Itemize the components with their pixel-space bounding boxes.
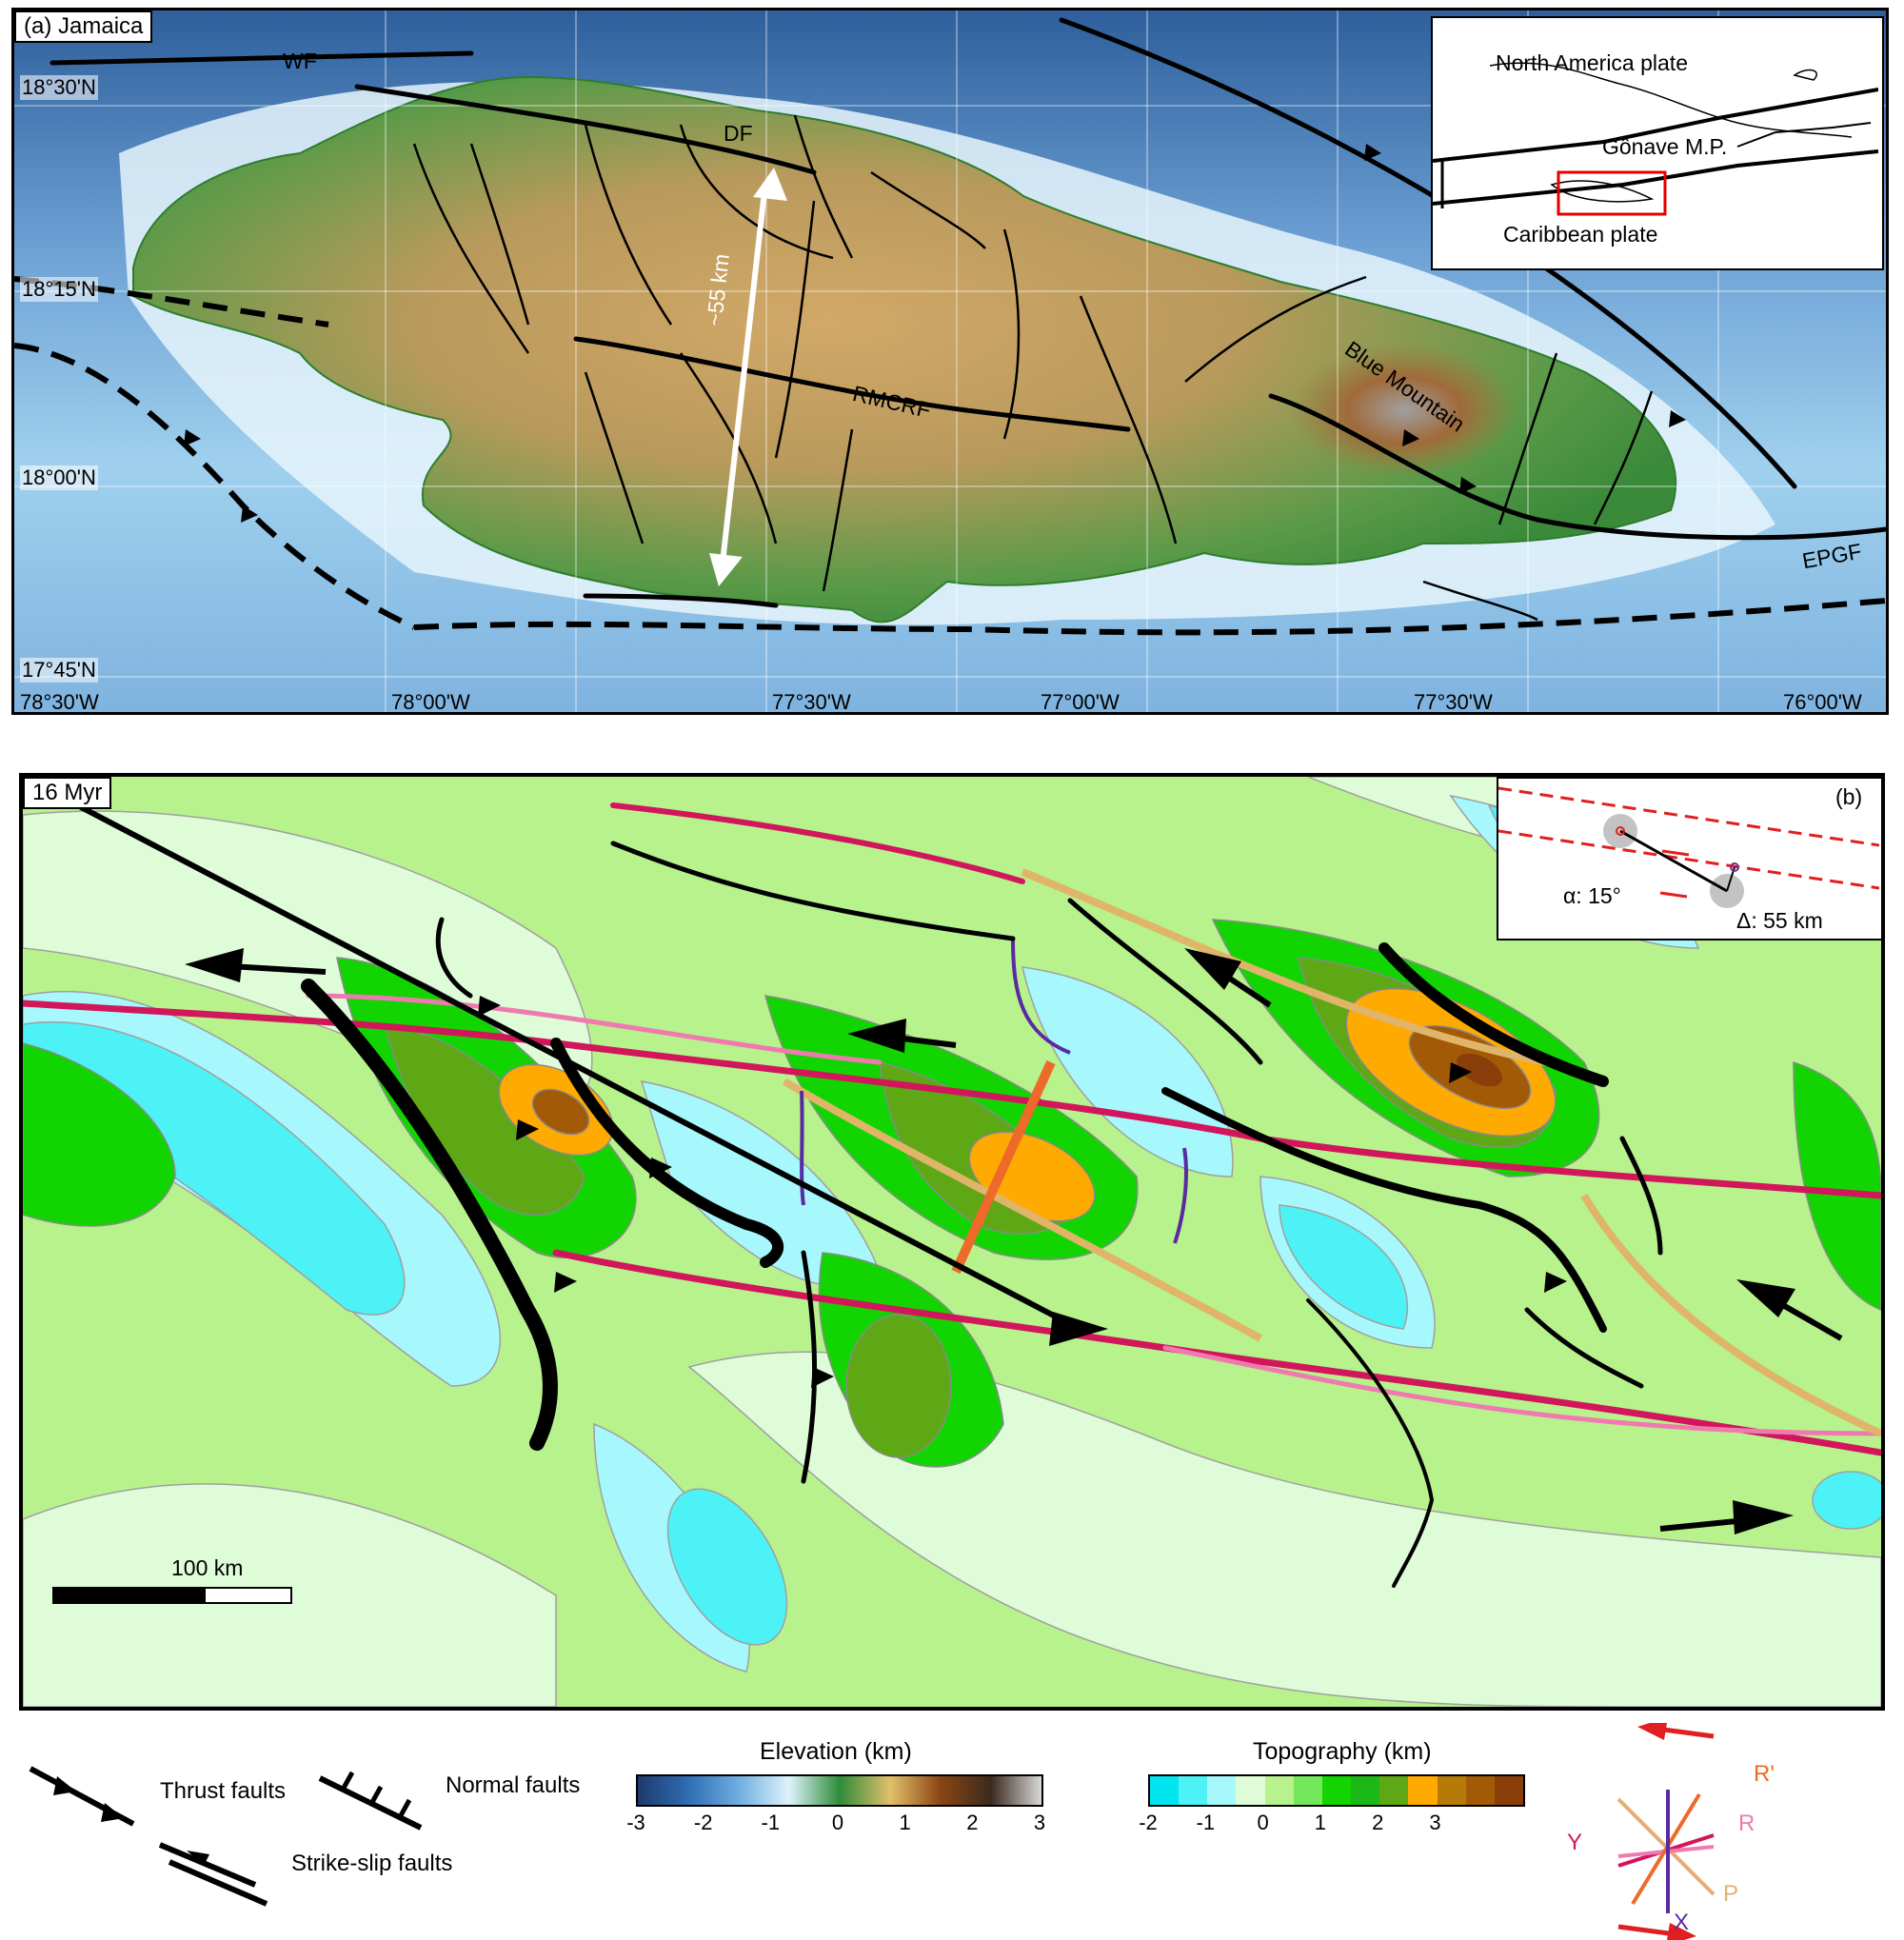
plate-inset-drawing [1433, 62, 1878, 216]
x-faults [800, 938, 1188, 1244]
north-america-plate-label: North America plate [1496, 50, 1688, 75]
topography-color-step [1379, 1776, 1409, 1805]
elevation-tick-label: -3 [626, 1811, 645, 1834]
topography-color-step [1207, 1776, 1237, 1805]
model-setup-inset: α: 15° Δ: 55 km (b) [1497, 777, 1881, 940]
jamaica-island [132, 75, 1677, 624]
topography-color-step [1236, 1776, 1265, 1805]
slip-arrows [23, 777, 1843, 1534]
model-setup-diagram [1498, 786, 1879, 908]
epgf-fault [1268, 393, 1886, 541]
r-prime-fault [951, 1059, 1056, 1275]
topography-color-step [1321, 1776, 1352, 1805]
elevation-tick-label: -1 [761, 1811, 781, 1834]
riedel-r-label: R [1738, 1811, 1755, 1836]
wf-fault [50, 50, 474, 66]
legend-area: Thrust faults Normal faults Strike-slip … [0, 1723, 1904, 1940]
topography-color-step [1351, 1776, 1380, 1805]
lat-label-1: 18°30'N [20, 75, 98, 100]
topography-tick-label: 2 [1372, 1811, 1384, 1834]
offshore-dashed-faults [14, 276, 1886, 636]
topography-tick-label: -2 [1139, 1811, 1158, 1834]
topography-tick-label: 1 [1314, 1811, 1327, 1834]
lat-label-2: 18°15'N [20, 277, 98, 302]
topography-color-step [1408, 1776, 1438, 1805]
elevation-tick-label: 3 [1033, 1811, 1046, 1834]
distance-arrow [709, 168, 787, 586]
elevation-colorbar [636, 1774, 1043, 1807]
riedel-p-label: P [1723, 1881, 1739, 1907]
topography-tick-label: 3 [1429, 1811, 1441, 1834]
graticule [14, 10, 1886, 712]
lat-label-4: 17°45'N [20, 658, 98, 683]
panel-b-model-topography: 16 Myr α: 15° Δ: 55 km (b) 100 km [19, 773, 1885, 1711]
riedel-y-label: Y [1567, 1830, 1583, 1855]
topography-colorbar [1148, 1774, 1525, 1807]
panel-b-letter: (b) [1835, 784, 1863, 809]
lat-label-3: 18°00'N [20, 465, 98, 490]
topography-color-step [1179, 1776, 1208, 1805]
topography-tick-labels: -2 -1 0 1 2 3 [1139, 1811, 1521, 1839]
topography-colorbar-title: Topography (km) [1253, 1738, 1432, 1765]
topography-color-step [1465, 1776, 1495, 1805]
plate-inset-map: North America plate Gônave M.P. Caribbea… [1431, 16, 1884, 270]
thrust-faults-legend-label: Thrust faults [160, 1778, 287, 1804]
riedel-r-prime-label: R' [1754, 1761, 1775, 1787]
topography-tick-label: 0 [1257, 1811, 1269, 1834]
caribbean-plate-label: Caribbean plate [1503, 222, 1658, 247]
topography-color-step [1437, 1776, 1466, 1805]
lon-label-1: 78°30'W [20, 690, 99, 714]
panel-a-jamaica-map: (a) Jamaica WF DF RMCRF EPGF Blue Mounta… [11, 8, 1889, 715]
lon-label-5: 77°30'W [1414, 690, 1493, 714]
elevation-tick-labels: -3 -2 -1 0 1 2 3 [626, 1811, 1045, 1839]
strike-slip-legend-label: Strike-slip faults [291, 1851, 453, 1876]
topo-summit [1457, 1053, 1502, 1087]
df-fault [354, 84, 817, 175]
topography-color-step [1150, 1776, 1180, 1805]
jamaica-locator-box [1557, 170, 1667, 216]
scale-bar-label: 100 km [171, 1555, 244, 1580]
lon-label-3: 77°30'W [772, 690, 851, 714]
elevation-tick-label: 0 [831, 1811, 844, 1834]
panel-b-time-label: 16 Myr [23, 777, 112, 809]
wf-label: WF [283, 49, 317, 73]
riedel-rose [1616, 1723, 1716, 1940]
topography-color-step [1264, 1776, 1294, 1805]
scale-bar [52, 1587, 292, 1604]
rmcrf-fault [573, 336, 1131, 432]
south-coast-fault [583, 593, 779, 608]
elevation-tick-label: 1 [899, 1811, 911, 1834]
df-label: DF [724, 121, 753, 146]
normal-faults-legend-label: Normal faults [446, 1772, 581, 1798]
lon-label-6: 76°00'W [1783, 690, 1862, 714]
p-faults [782, 868, 1881, 1437]
thrust-faults [301, 841, 1663, 1588]
legend-symbols [29, 1723, 1716, 1940]
topography-tick-label: -1 [1196, 1811, 1216, 1834]
alpha-angle-label: α: 15° [1563, 883, 1621, 908]
topography-color-step [1293, 1776, 1322, 1805]
minor-faults [412, 114, 1654, 622]
riedel-x-label: X [1674, 1910, 1690, 1935]
topography-color-step [1494, 1776, 1524, 1805]
gonave-plate-label: Gônave M.P. [1602, 134, 1728, 159]
panel-a-label: (a) Jamaica [14, 10, 153, 43]
strike-slip-faults [23, 802, 1881, 1456]
elevation-tick-label: -2 [693, 1811, 713, 1834]
lon-label-2: 78°00'W [391, 690, 470, 714]
strike-slip-symbol [158, 1842, 257, 1888]
blue-mountain-relief [1290, 344, 1518, 477]
lon-label-4: 77°00'W [1041, 690, 1120, 714]
delta-offset-label: Δ: 55 km [1736, 908, 1823, 933]
elevation-tick-label: 2 [966, 1811, 979, 1834]
elevation-colorbar-title: Elevation (km) [760, 1738, 912, 1765]
thrust-teeth-b [478, 996, 1567, 1388]
